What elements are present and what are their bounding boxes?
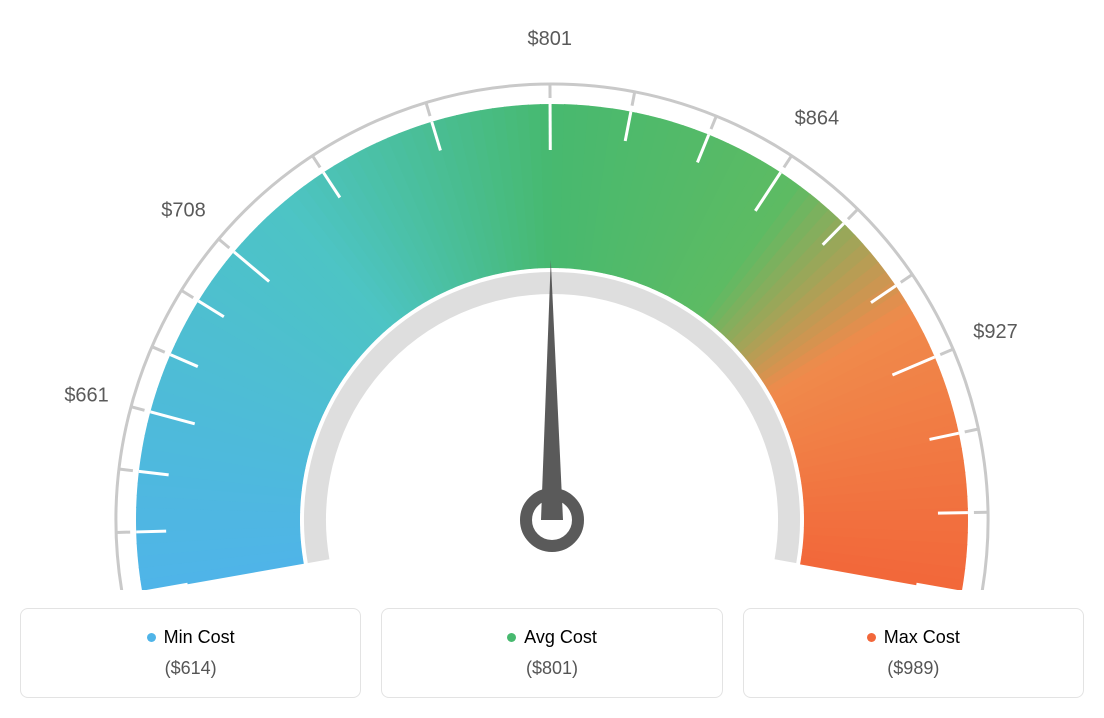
legend-row: Min Cost ($614) Avg Cost ($801) Max Cost… xyxy=(20,608,1084,698)
legend-title-text: Max Cost xyxy=(884,627,960,648)
dot-icon xyxy=(147,633,156,642)
legend-title-min: Min Cost xyxy=(147,627,235,648)
gauge-tick-label: $927 xyxy=(973,321,1018,343)
dot-icon xyxy=(867,633,876,642)
legend-value-avg: ($801) xyxy=(394,658,709,679)
legend-title-text: Min Cost xyxy=(164,627,235,648)
gauge-tick-label: $864 xyxy=(795,107,840,129)
gauge-tick-label: $708 xyxy=(161,199,206,221)
cost-gauge-chart: $614$661$708$801$864$927$989 Min Cost ($… xyxy=(20,20,1084,698)
legend-card-min: Min Cost ($614) xyxy=(20,608,361,698)
gauge-needle xyxy=(541,260,563,520)
legend-card-max: Max Cost ($989) xyxy=(743,608,1084,698)
gauge-tick-label: $801 xyxy=(528,28,573,50)
legend-title-avg: Avg Cost xyxy=(507,627,597,648)
legend-title-text: Avg Cost xyxy=(524,627,597,648)
legend-value-max: ($989) xyxy=(756,658,1071,679)
legend-title-max: Max Cost xyxy=(867,627,960,648)
legend-value-min: ($614) xyxy=(33,658,348,679)
gauge-svg: $614$661$708$801$864$927$989 xyxy=(20,20,1084,590)
legend-card-avg: Avg Cost ($801) xyxy=(381,608,722,698)
gauge-tick-label: $661 xyxy=(64,385,109,407)
dot-icon xyxy=(507,633,516,642)
